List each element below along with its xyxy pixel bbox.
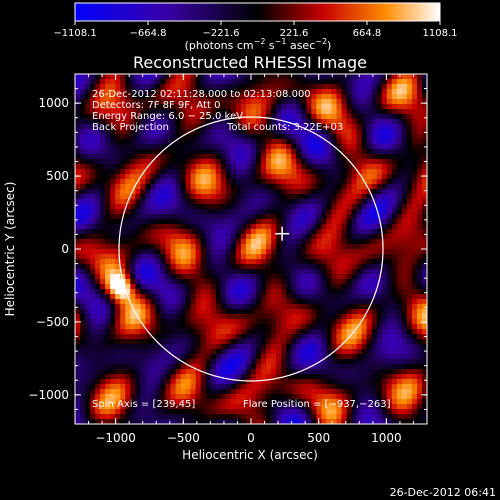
info-detectors: Detectors: 7F 8F 9F, Att 0: [92, 100, 220, 111]
colorbar-tick-label: −1108.1: [53, 28, 96, 39]
colorbar-gradient: [74, 2, 441, 22]
y-tick-label: 0: [61, 242, 69, 256]
colorbar-tick-label: 1108.1: [423, 28, 458, 39]
info-energy-range: Energy Range: 6.0 − 25.0 keV: [92, 111, 243, 122]
chart-title: Reconstructed RHESSI Image: [133, 53, 367, 72]
spin-axis-text: Spin Axis = [239,45]: [92, 399, 195, 410]
flare-position-marker: [275, 226, 290, 241]
colorbar-unit-label: (photons cm−2 s−1 asec−2): [185, 37, 332, 52]
y-axis-label: Heliocentric Y (arcsec): [3, 182, 17, 317]
info-total-counts: Total counts: 3.22E+03: [226, 122, 343, 133]
x-tick-label: 1000: [371, 431, 402, 445]
info-method: Back Projection: [92, 122, 169, 133]
plot-area: −1000 −500 0 500 1000 −1000 −500 0 500 1000 26-De…: [28, 73, 428, 445]
x-tick-label: 0: [247, 431, 255, 445]
x-tick-label: −1000: [95, 431, 136, 445]
info-time-range: 26-Dec-2012 02:11:28.000 to 02:13:08.000: [92, 89, 311, 100]
colorbar-tick-label: 221.6: [280, 28, 309, 39]
colorbar-ticks: −1108.1 −664.8 −221.6 221.6 664.8 1108.1: [53, 21, 458, 39]
footer-timestamp: 26-Dec-2012 06:41: [390, 486, 496, 499]
x-axis-label: Heliocentric X (arcsec): [182, 448, 318, 462]
colorbar-tick-label: 664.8: [353, 28, 382, 39]
y-tick-label: −500: [36, 315, 69, 329]
solar-disk-limb: [118, 116, 384, 382]
colorbar-tick-label: −664.8: [130, 28, 167, 39]
flare-position-text: Flare Position = [−937,−263]: [243, 399, 391, 410]
y-tick-label: 500: [46, 169, 69, 183]
y-tick-label: −1000: [28, 388, 69, 402]
axis-ticks: −1000 −500 0 500 1000 −1000 −500 0 500 1000: [28, 74, 427, 445]
colorbar-tick-label: −221.6: [202, 28, 239, 39]
y-tick-label: 1000: [38, 96, 69, 110]
colorbar: −1108.1 −664.8 −221.6 221.6 664.8 1108.1 (pho…: [53, 2, 458, 52]
x-tick-label: −500: [167, 431, 200, 445]
x-tick-label: 500: [307, 431, 330, 445]
